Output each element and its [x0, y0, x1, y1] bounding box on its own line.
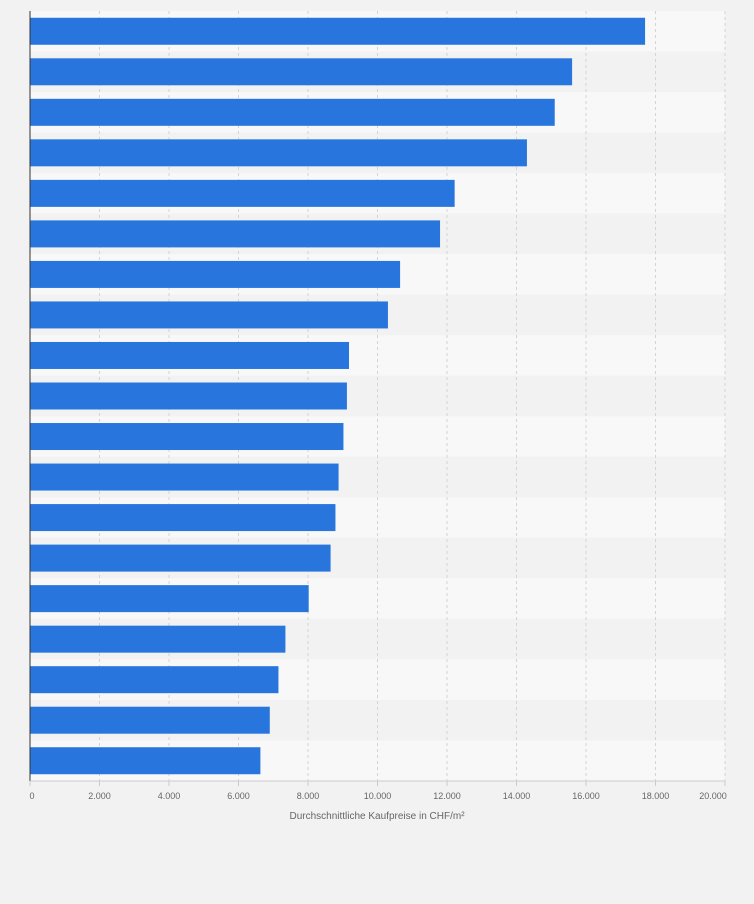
bar: [30, 98, 555, 126]
bar: [30, 706, 270, 734]
bar: [30, 382, 347, 410]
x-tick-label: 20.000: [699, 791, 727, 801]
bar: [30, 504, 336, 532]
x-tick-label: 2.000: [88, 791, 111, 801]
bar: [30, 463, 339, 491]
bar: [30, 666, 279, 694]
bar: [30, 179, 455, 207]
x-tick-label: 10.000: [364, 791, 392, 801]
x-tick-label: 4.000: [158, 791, 181, 801]
bar: [30, 544, 331, 572]
x-tick-label: 16.000: [572, 791, 600, 801]
x-tick-label: 0: [29, 791, 34, 801]
bars: [30, 17, 646, 775]
bar: [30, 301, 388, 329]
x-tick-label: 12.000: [433, 791, 461, 801]
bar: [30, 17, 646, 45]
x-axis-title: Durchschnittliche Kaufpreise in CHF/m²: [289, 811, 465, 822]
x-tick-labels: 0 2.000 4.000 6.000 8.000 10.000 12.000 14.000 1…: [29, 781, 727, 801]
x-tick-label: 8.000: [297, 791, 320, 801]
bar: [30, 585, 309, 613]
bar: [30, 58, 573, 86]
bar: [30, 625, 286, 653]
bar: [30, 341, 350, 369]
x-tick-label: 6.000: [227, 791, 250, 801]
bar: [30, 139, 527, 167]
x-tick-label: 14.000: [503, 791, 531, 801]
x-tick-label: 18.000: [642, 791, 670, 801]
bar: [30, 747, 261, 775]
bar: [30, 220, 441, 248]
bar: [30, 260, 401, 288]
bar: [30, 423, 344, 451]
